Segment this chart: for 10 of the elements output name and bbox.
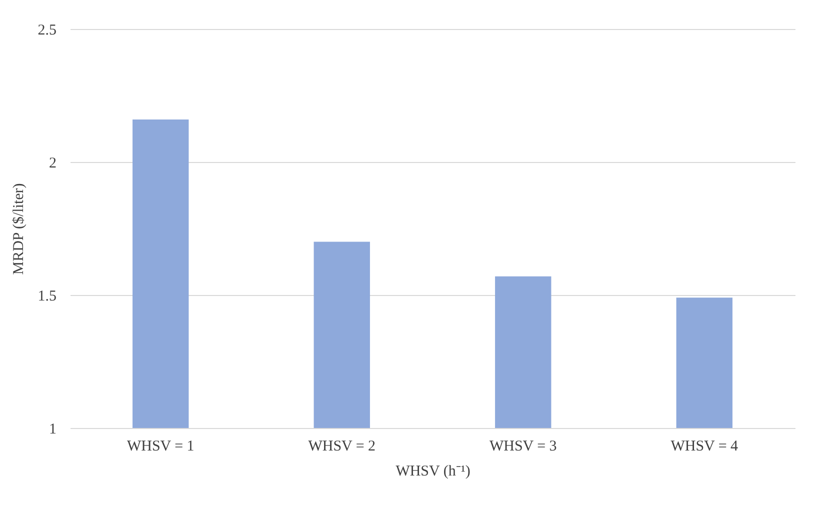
x-axis-title: WHSV (h⁻¹) xyxy=(396,464,470,480)
y-tick-label: 1 xyxy=(49,422,56,438)
y-tick-label: 2 xyxy=(49,156,56,172)
x-tick-label: WHSV = 3 xyxy=(489,438,557,454)
x-tick-label: WHSV = 4 xyxy=(670,438,739,454)
x-tick-label: WHSV = 1 xyxy=(126,438,194,454)
x-tick-label: WHSV = 2 xyxy=(308,438,376,454)
y-tick-label: 1.5 xyxy=(38,288,56,304)
y-axis-title: MRDP ($/liter) xyxy=(10,183,27,275)
y-tick-label: 2.5 xyxy=(38,22,56,38)
